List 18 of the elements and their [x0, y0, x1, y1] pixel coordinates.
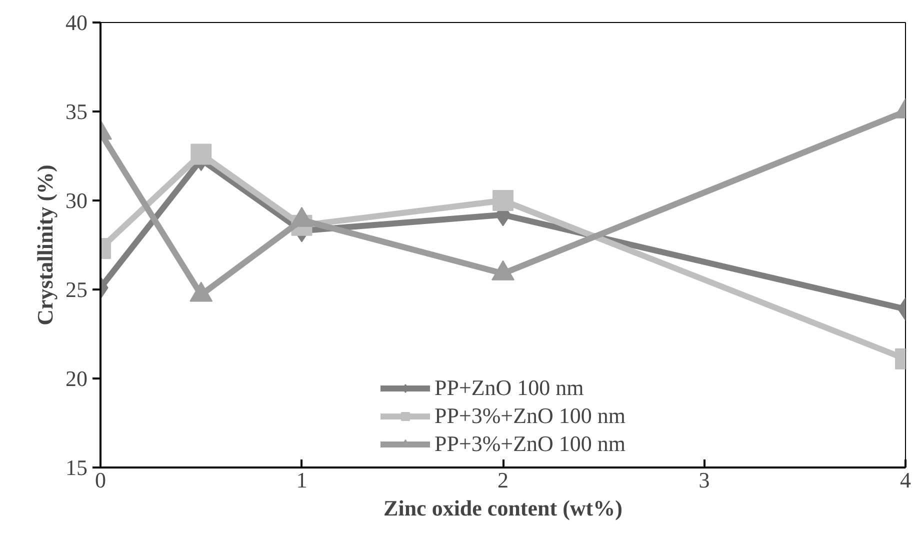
- x-tick-label: 2: [498, 468, 508, 492]
- y-tick-label: 20: [66, 366, 88, 391]
- y-tick-label: 40: [66, 10, 88, 35]
- y-tick-label: 25: [66, 277, 88, 302]
- legend-label: PP+ZnO 100 nm: [434, 375, 584, 401]
- x-axis-title: Zinc oxide content (wt%): [384, 496, 622, 520]
- x-tick-label: 1: [296, 468, 308, 492]
- point: [190, 144, 212, 165]
- y-tick-label: 15: [66, 455, 88, 480]
- point: [492, 190, 514, 211]
- y-axis-title: Crystallinity (%): [32, 164, 58, 326]
- y-tick-label: 35: [66, 99, 88, 124]
- legend-label: PP+3%+ZnO 100 nm: [434, 403, 626, 429]
- x-tick-label: 0: [95, 468, 106, 492]
- x-tick-label: 4: [900, 468, 911, 492]
- legend-label: PP+3%+ZnO 100 nm: [434, 431, 626, 457]
- y-tick-label: 30: [66, 188, 88, 213]
- x-tick-label: 3: [698, 468, 710, 492]
